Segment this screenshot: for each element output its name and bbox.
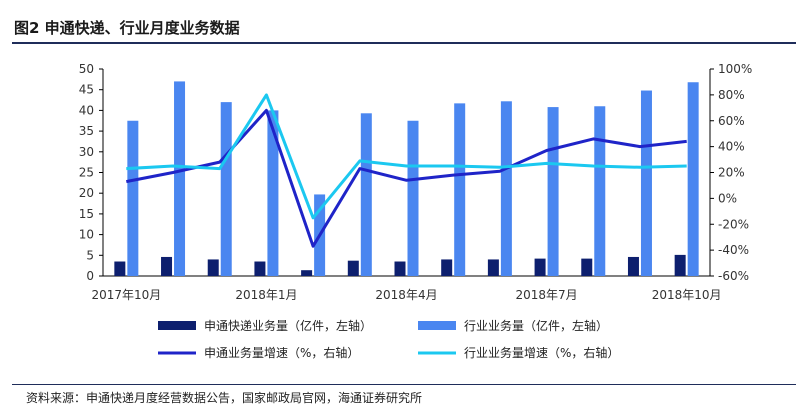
bar-industry-volume	[407, 120, 419, 276]
left-tick-label: 30	[79, 145, 94, 159]
right-tick-label: -60%	[718, 269, 749, 283]
bar-shentong-volume	[301, 270, 313, 276]
legend-label: 行业业务量（亿件，左轴）	[464, 318, 608, 333]
left-tick-label: 50	[79, 62, 94, 76]
bar-shentong-volume	[627, 256, 639, 276]
legend-label: 行业业务量增速（%，右轴）	[464, 345, 619, 360]
bar-shentong-volume	[487, 259, 499, 276]
source-divider	[12, 384, 796, 385]
x-tick-label: 2018年4月	[375, 288, 437, 302]
right-tick-label: 0%	[718, 191, 737, 205]
bar-industry-volume	[594, 106, 606, 276]
bar-shentong-volume	[441, 259, 453, 276]
bar-industry-volume	[547, 107, 559, 276]
bar-shentong-volume	[114, 261, 126, 276]
bar-shentong-volume	[207, 259, 219, 276]
x-tick-label: 2018年7月	[515, 288, 577, 302]
bar-shentong-volume	[347, 260, 359, 276]
right-tick-label: 20%	[718, 166, 745, 180]
left-tick-label: 40	[79, 103, 94, 117]
x-tick-label: 2018年10月	[652, 288, 722, 302]
legend-label: 申通快递业务量（亿件，左轴）	[204, 318, 372, 333]
right-tick-label: 100%	[718, 62, 752, 76]
left-tick-label: 25	[79, 166, 94, 180]
title-bar: 图2 申通快递、行业月度业务数据	[12, 10, 796, 44]
left-tick-label: 0	[86, 269, 94, 283]
figure-title: 图2 申通快递、行业月度业务数据	[14, 19, 240, 37]
right-tick-label: -40%	[718, 243, 749, 257]
line-industry-growth	[126, 93, 687, 220]
bar-shentong-volume	[534, 258, 546, 276]
right-tick-label: 40%	[718, 140, 745, 154]
bar-industry-volume	[687, 82, 699, 276]
source-note: 资料来源：申通快递月度经营数据公告，国家邮政局官网，海通证券研究所	[26, 391, 423, 405]
right-tick-label: 60%	[718, 114, 745, 128]
legend-swatch	[158, 321, 196, 330]
left-tick-label: 15	[79, 207, 94, 221]
left-tick-label: 5	[86, 248, 94, 262]
bar-industry-volume	[127, 120, 139, 276]
line-shentong-growth	[126, 108, 687, 248]
bar-industry-volume	[360, 113, 372, 276]
x-tick-label: 2018年1月	[235, 288, 297, 302]
right-tick-label: 80%	[718, 88, 745, 102]
bar-shentong-volume	[674, 254, 686, 276]
bar-industry-volume	[174, 81, 186, 276]
bar-industry-volume	[640, 90, 652, 276]
x-tick-label: 2017年10月	[91, 288, 161, 302]
right-tick-label: -20%	[718, 217, 749, 231]
bar-shentong-volume	[394, 261, 406, 276]
bar-industry-volume	[454, 103, 466, 276]
left-tick-label: 10	[79, 228, 94, 242]
bar-shentong-volume	[254, 261, 266, 276]
bar-industry-volume	[220, 102, 232, 277]
left-tick-label: 45	[79, 83, 94, 97]
left-tick-label: 20	[79, 186, 94, 200]
legend-swatch	[418, 321, 456, 330]
bar-industry-volume	[500, 101, 512, 277]
bar-shentong-volume	[581, 258, 593, 276]
bar-industry-volume	[267, 110, 279, 277]
legend-label: 申通业务量增速（%，右轴）	[204, 345, 359, 360]
left-tick-label: 35	[79, 124, 94, 138]
bar-shentong-volume	[161, 256, 173, 276]
